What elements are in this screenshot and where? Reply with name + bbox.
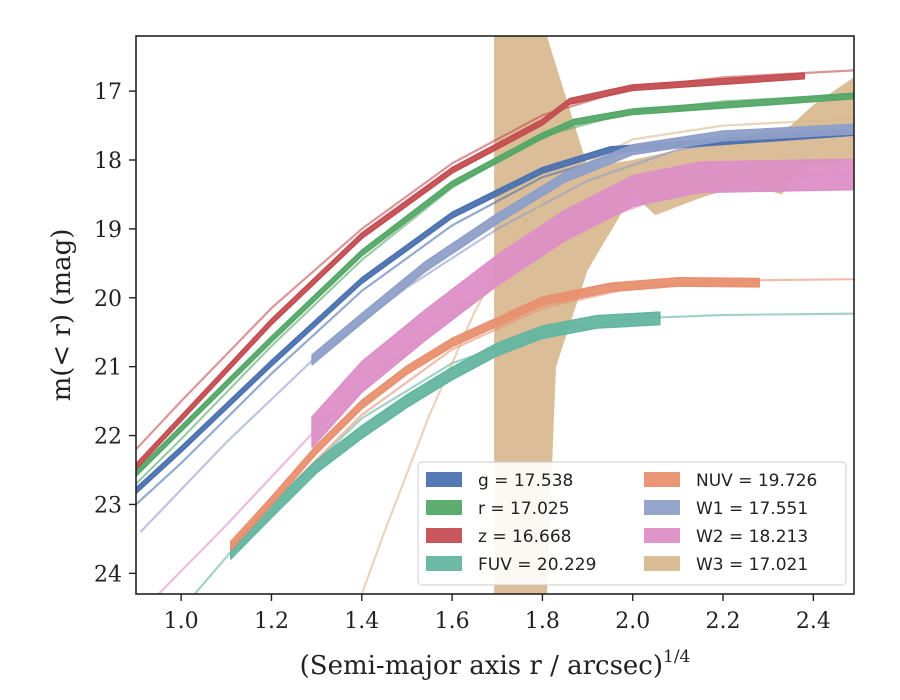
data-band-w2 <box>311 158 854 449</box>
legend-swatch-nuv <box>644 472 680 487</box>
y-tick-label: 23 <box>94 493 122 518</box>
y-tick-label: 19 <box>94 218 122 243</box>
x-tick-label: 2.2 <box>706 609 741 634</box>
series-layer <box>136 36 854 594</box>
x-tick-label: 1.0 <box>164 609 199 634</box>
x-tick-label: 1.6 <box>435 609 470 634</box>
x-tick-label: 1.2 <box>254 609 289 634</box>
legend-label-w2: W2 = 18.213 <box>696 527 808 547</box>
plot-frame <box>135 35 855 595</box>
data-band-r <box>136 92 854 477</box>
x-tick-label: 1.4 <box>344 609 379 634</box>
legend-label-w1: W1 = 17.551 <box>696 499 808 519</box>
y-tick-label: 22 <box>94 425 122 450</box>
data-band-w1 <box>311 123 854 366</box>
legend-label-nuv: NUV = 19.726 <box>696 471 817 491</box>
legend-swatch-fuv <box>426 556 462 571</box>
legend-label-w3: W3 = 17.021 <box>696 555 808 575</box>
x-axis-label: (Semi-major axis r / arcsec)1/4 <box>300 647 691 681</box>
model-curve-w3 <box>360 117 854 594</box>
y-tick-label: 17 <box>94 80 122 105</box>
data-band-nuv <box>230 277 760 551</box>
y-tick-label: 18 <box>94 149 122 174</box>
x-tick-label: 1.8 <box>525 609 560 634</box>
legend-swatch-g <box>426 472 462 487</box>
x-axis: 1.0 1.2 1.4 1.6 1.8 2.0 2.2 2.4 <box>164 594 831 634</box>
data-band-fuv <box>230 311 661 560</box>
legend-label-g: g = 17.538 <box>478 471 573 491</box>
y-axis: 17 18 19 20 21 22 23 24 <box>94 80 136 587</box>
legend-swatch-w2 <box>644 528 680 543</box>
legend-swatch-z <box>426 528 462 543</box>
legend-box <box>417 461 847 586</box>
data-band-g <box>136 128 854 495</box>
legend-swatch-w1 <box>644 500 680 515</box>
x-tick-label: 2.4 <box>796 609 831 634</box>
data-band-z <box>136 72 806 471</box>
x-axis-label-power: 1/4 <box>663 647 690 667</box>
legend-label-z: z = 16.668 <box>478 527 571 547</box>
legend-label-r: r = 17.025 <box>478 499 570 519</box>
legend-swatch-w3 <box>644 556 680 571</box>
y-tick-label: 24 <box>94 562 122 587</box>
legend: g = 17.538 r = 17.025 z = 16.668 FUV = 20.2… <box>417 461 847 586</box>
y-tick-label: 20 <box>94 287 122 312</box>
legend-swatch-r <box>426 500 462 515</box>
x-tick-label: 2.0 <box>615 609 650 634</box>
legend-label-fuv: FUV = 20.229 <box>478 555 596 575</box>
y-tick-label: 21 <box>94 356 122 381</box>
y-axis-label: m(< r) (mag) <box>47 229 77 402</box>
